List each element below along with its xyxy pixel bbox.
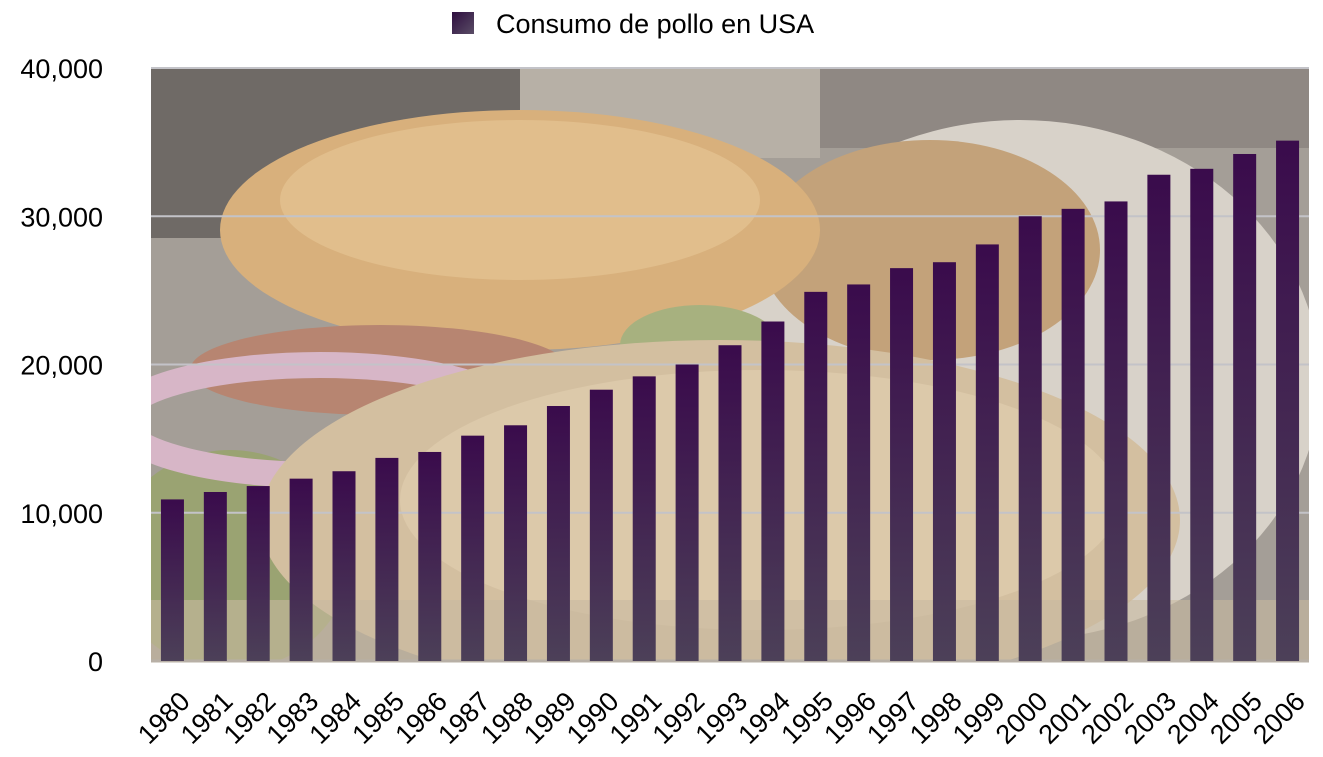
legend-swatch (452, 12, 474, 34)
bar-1989 (546, 406, 570, 661)
bar-1997 (890, 268, 914, 661)
y-tick-label: 20,000 (20, 351, 103, 381)
x-tick-label: 2006 (1247, 686, 1311, 750)
bar-1983 (289, 478, 313, 661)
bar-1993 (718, 345, 742, 661)
bar-1988 (504, 425, 528, 661)
y-tick-label: 0 (88, 647, 103, 677)
bar-1990 (589, 389, 613, 661)
bar-1981 (203, 491, 227, 661)
bar-1980 (160, 499, 184, 661)
bar-2003 (1147, 174, 1171, 662)
bar-1998 (932, 262, 956, 661)
bar-1999 (975, 244, 999, 662)
bar-1991 (632, 376, 656, 661)
bar-1994 (761, 321, 785, 661)
y-tick-label: 30,000 (20, 202, 103, 232)
bar-2005 (1233, 153, 1257, 662)
bar-1995 (804, 291, 828, 661)
bar-1986 (418, 451, 442, 661)
bars (160, 140, 1300, 662)
bar-2004 (1190, 168, 1214, 661)
y-tick-label: 40,000 (20, 54, 103, 84)
legend: Consumo de pollo en USA (452, 9, 814, 39)
bar-1996 (847, 284, 871, 661)
bar-1992 (675, 364, 699, 661)
bar-1984 (332, 471, 356, 661)
bar-1985 (375, 457, 399, 661)
y-axis-ticks: 0 10,000 20,000 30,000 40,000 (20, 54, 103, 677)
x-axis-ticks: 1980198119821983198419851986198719881989… (132, 686, 1311, 750)
y-tick-label: 10,000 (20, 499, 103, 529)
bar-2001 (1061, 208, 1085, 661)
bar-2000 (1018, 216, 1042, 661)
bar-2002 (1104, 201, 1128, 662)
bar-1982 (246, 486, 270, 661)
legend-label: Consumo de pollo en USA (496, 9, 814, 39)
bar-1987 (461, 435, 485, 661)
bar-2006 (1276, 140, 1300, 661)
